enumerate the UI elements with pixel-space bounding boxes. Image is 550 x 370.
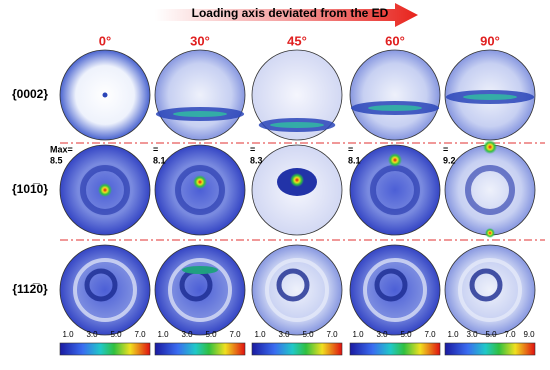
colorbar-tick-label: 5.0 <box>400 330 412 339</box>
colorbar-tick-label: 3.0 <box>376 330 388 339</box>
texture-ring <box>80 165 130 215</box>
texture-peak <box>193 175 207 189</box>
texture-band <box>182 266 218 274</box>
texture-ring <box>73 258 137 322</box>
colorbar-tick-label: 5.0 <box>485 330 497 339</box>
max-value: 8.1 <box>153 155 166 165</box>
texture-peak <box>388 153 402 167</box>
colorbar-tick-label: 5.0 <box>205 330 217 339</box>
texture-ring <box>465 165 515 215</box>
row-label: {112̅0} <box>12 282 48 296</box>
texture-peak <box>485 228 495 238</box>
colorbar-tick-label: 7.0 <box>229 330 241 339</box>
texture-peak <box>483 140 497 154</box>
max-prefix: = <box>250 144 255 154</box>
colorbar-tick-label: 1.0 <box>254 330 266 339</box>
max-value: 8.5 <box>50 155 63 165</box>
max-value: 9.2 <box>443 155 456 165</box>
colorbar-tick-label: 1.0 <box>62 330 74 339</box>
colorbar-tick-label: 3.0 <box>278 330 290 339</box>
max-prefix: Max= <box>50 144 73 154</box>
colorbar <box>444 342 536 356</box>
colorbar-tick-label: 7.0 <box>504 330 516 339</box>
colorbar <box>59 342 151 356</box>
colorbar <box>154 342 246 356</box>
texture-band <box>368 105 422 111</box>
texture-dot <box>102 92 108 98</box>
colorbar-tick-label: 1.0 <box>352 330 364 339</box>
column-label: 90° <box>480 33 500 48</box>
arrow-label: Loading axis deviated from the ED <box>192 6 389 20</box>
texture-ring <box>469 268 503 302</box>
texture-peak <box>290 173 304 187</box>
pole-figure <box>154 144 246 236</box>
texture-ring <box>276 268 310 302</box>
texture-ring <box>363 258 427 322</box>
pole-figure <box>349 144 441 236</box>
texture-ring <box>374 268 408 302</box>
colorbar-tick-label: 3.0 <box>181 330 193 339</box>
row-label: {0002} <box>12 87 48 101</box>
pole-figure <box>349 49 441 141</box>
colorbar-tick-label: 3.0 <box>86 330 98 339</box>
texture-ring <box>458 258 522 322</box>
row-label: {101̅0} <box>12 182 48 196</box>
colorbar-tick-label: 7.0 <box>134 330 146 339</box>
colorbar <box>251 342 343 356</box>
pole-figure <box>444 144 536 236</box>
arrow <box>155 3 418 27</box>
colorbar <box>349 342 441 356</box>
texture-ring <box>84 268 118 302</box>
colorbar-tick-label: 5.0 <box>110 330 122 339</box>
pole-figure <box>154 49 246 141</box>
max-prefix: = <box>443 144 448 154</box>
max-prefix: = <box>153 144 158 154</box>
texture-band <box>463 94 517 100</box>
texture-ring <box>175 165 225 215</box>
texture-peak <box>98 183 112 197</box>
max-value: 8.1 <box>348 155 361 165</box>
column-label: 60° <box>385 33 405 48</box>
texture-band <box>270 122 324 128</box>
column-label: 0° <box>99 33 111 48</box>
colorbar-tick-label: 9.0 <box>523 330 535 339</box>
texture-ring <box>168 258 232 322</box>
colorbar-tick-label: 7.0 <box>424 330 436 339</box>
colorbar-tick-label: 5.0 <box>302 330 314 339</box>
colorbar-tick-label: 7.0 <box>326 330 338 339</box>
column-label: 30° <box>190 33 210 48</box>
colorbar-tick-label: 3.0 <box>466 330 478 339</box>
pole-figure <box>251 49 343 141</box>
column-label: 45° <box>287 33 307 48</box>
colorbar-tick-label: 1.0 <box>447 330 459 339</box>
colorbar-tick-label: 1.0 <box>157 330 169 339</box>
texture-ring <box>370 165 420 215</box>
max-value: 8.3 <box>250 155 263 165</box>
max-prefix: = <box>348 144 353 154</box>
texture-band <box>173 111 227 117</box>
texture-ring <box>265 258 329 322</box>
